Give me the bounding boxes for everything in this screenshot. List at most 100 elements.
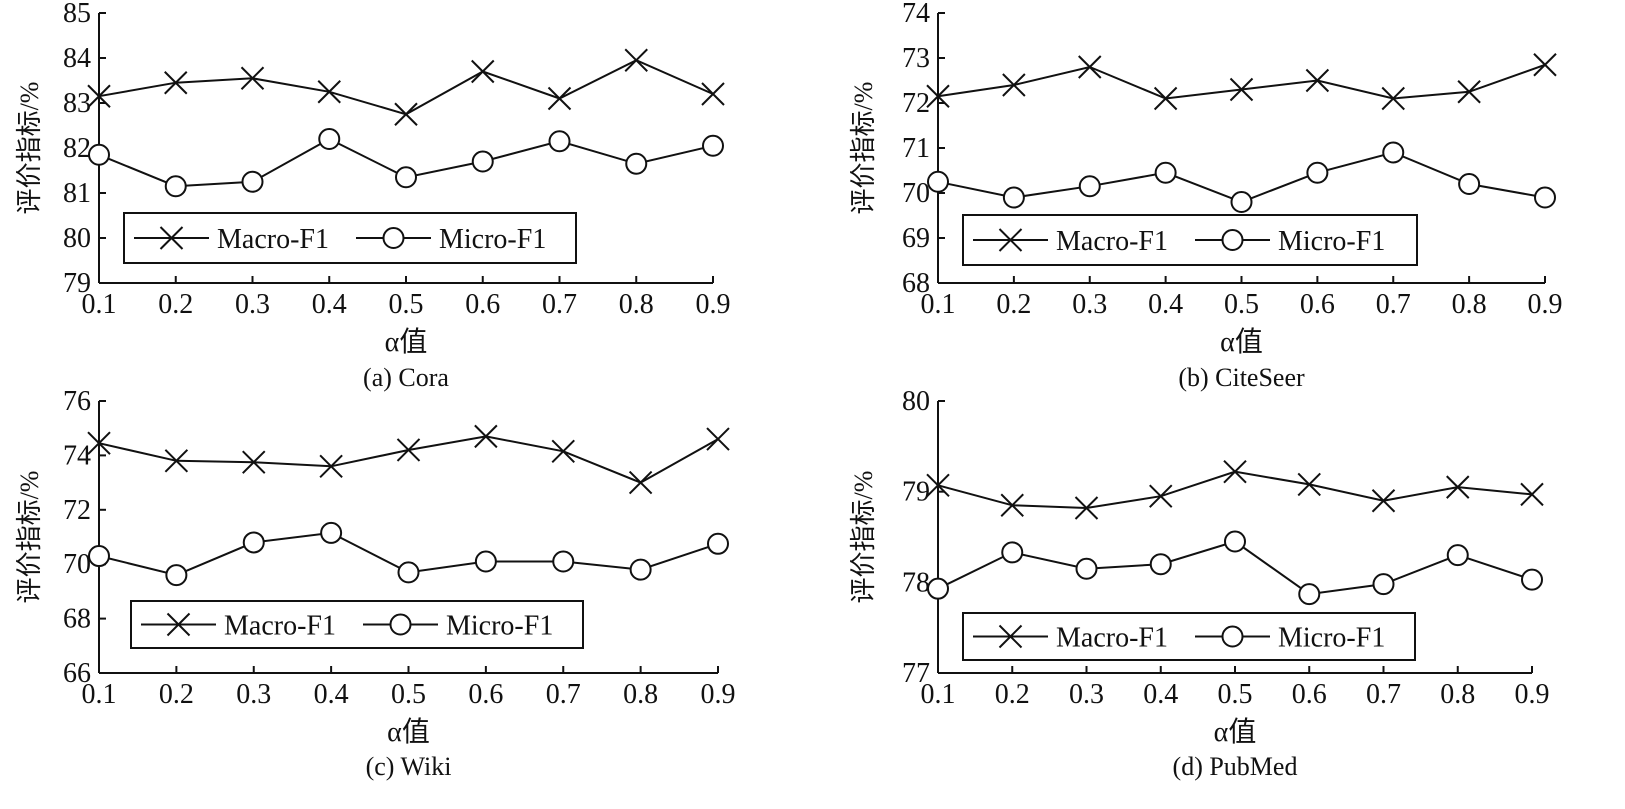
data-point-x-marker — [1305, 68, 1330, 93]
x-tick-label: 0.4 — [1148, 289, 1183, 320]
series-line — [937, 63, 1546, 100]
y-tick-label: 68 — [902, 268, 930, 299]
data-point-x-marker — [471, 59, 495, 84]
legend-label: Macro-F1 — [1056, 623, 1168, 654]
legend-label: Micro-F1 — [1278, 226, 1385, 257]
series-line — [98, 59, 714, 116]
data-point-o-marker — [1534, 186, 1556, 209]
legend-x-marker — [998, 228, 1023, 252]
data-point-x-marker — [701, 82, 725, 106]
data-point-o-marker — [927, 577, 949, 600]
data-point-x-marker — [242, 450, 266, 474]
x-tick-label: 0.6 — [468, 679, 503, 710]
y-tick-label: 82 — [63, 133, 91, 164]
data-point-x-marker — [926, 84, 950, 108]
data-point-o-marker — [629, 558, 652, 581]
data-point-x-marker — [474, 424, 498, 449]
chart-cora: 79 80 81 82 83 84 85 0.1 0.2 0.3 0.4 0.5 0.6 0.7 0.8 0.… — [15, 0, 731, 392]
data-point-o-marker — [88, 143, 110, 166]
data-point-o-marker — [474, 550, 497, 573]
data-point-x-marker — [1074, 496, 1099, 520]
series-micro-f1 — [88, 128, 724, 198]
y-tick-label: 66 — [63, 658, 91, 689]
data-point-x-marker — [164, 71, 188, 95]
data-point-o-marker — [318, 128, 341, 150]
chart-pubmed: 77 78 79 80 0.1 0.2 0.3 0.4 0.5 0.6 0.7 0.8 0.9 评价指标/… — [849, 386, 1550, 781]
data-point-o-marker — [548, 130, 571, 153]
y-axis-label: 评价指标/% — [15, 82, 44, 215]
data-point-x-marker — [394, 102, 418, 126]
data-point-o-marker — [1372, 573, 1395, 596]
y-tick-label: 84 — [63, 43, 91, 74]
x-tick-label: 0.4 — [314, 679, 349, 710]
x-tick-label: 0.9 — [1528, 289, 1563, 320]
data-point-x-marker — [1002, 73, 1026, 97]
x-tick-label: 0.3 — [1072, 289, 1107, 320]
legend-label: Micro-F1 — [1278, 623, 1385, 654]
legend: Macro-F1 Micro-F1 — [130, 600, 584, 649]
series-line — [937, 470, 1533, 510]
series-line — [98, 435, 719, 484]
y-tick-label: 69 — [902, 223, 930, 254]
data-point-x-marker — [1297, 472, 1321, 497]
x-tick-label: 0.9 — [1515, 679, 1550, 710]
x-tick-label: 0.7 — [1366, 679, 1401, 710]
data-point-o-marker — [1521, 568, 1543, 591]
x-tick-label: 0.8 — [1440, 679, 1475, 710]
x-tick-label: 0.8 — [619, 289, 654, 320]
data-point-x-marker — [624, 48, 648, 72]
x-tick-label: 0.6 — [1300, 289, 1335, 320]
data-point-x-marker — [164, 449, 189, 473]
x-tick-label: 0.5 — [1224, 289, 1259, 320]
x-tick-label: 0.7 — [542, 289, 577, 320]
chart-wiki: 66 68 70 72 74 76 0.1 0.2 0.3 0.4 0.5 0.6 0.7 0.8 0.9 评… — [15, 386, 736, 781]
legend-o-marker — [1221, 229, 1244, 251]
data-point-o-marker — [552, 550, 575, 573]
data-point-o-marker — [927, 170, 949, 193]
legend-label: Micro-F1 — [446, 611, 553, 642]
data-point-o-marker — [1306, 161, 1329, 184]
legend-label: Micro-F1 — [439, 224, 546, 255]
y-axis-label: 评价指标/% — [849, 82, 878, 215]
data-point-o-marker — [165, 564, 188, 587]
x-tick-label: 0.8 — [623, 679, 658, 710]
x-tick-label: 0.1 — [921, 289, 956, 320]
x-axis-label: α值 — [1220, 326, 1263, 358]
data-point-x-marker — [1446, 475, 1470, 499]
chart-caption: (a) Cora — [363, 363, 449, 392]
data-point-x-marker — [706, 427, 730, 451]
legend-label: Macro-F1 — [217, 224, 329, 255]
data-point-o-marker — [88, 545, 110, 568]
data-point-x-marker — [926, 473, 950, 498]
legend: Macro-F1 Micro-F1 — [962, 612, 1416, 661]
x-tick-label: 0.5 — [1218, 679, 1253, 710]
y-tick-label: 79 — [63, 268, 91, 299]
data-point-o-marker — [1224, 530, 1246, 553]
data-point-x-marker — [1000, 493, 1024, 517]
x-tick-label: 0.9 — [701, 679, 736, 710]
series-macro-f1 — [87, 424, 730, 495]
x-tick-label: 0.3 — [236, 679, 271, 710]
y-tick-label: 71 — [902, 133, 930, 164]
legend-label: Macro-F1 — [1056, 226, 1168, 257]
data-point-o-marker — [397, 561, 420, 584]
data-point-o-marker — [625, 152, 648, 175]
x-tick-label: 0.8 — [1452, 289, 1487, 320]
legend-x-marker — [998, 624, 1023, 649]
data-point-o-marker — [1298, 583, 1321, 606]
chart-caption: (c) Wiki — [366, 752, 452, 781]
x-tick-label: 0.7 — [1376, 289, 1411, 320]
y-tick-label: 80 — [63, 223, 91, 254]
data-point-x-marker — [628, 470, 653, 495]
data-point-x-marker — [1381, 86, 1405, 111]
data-point-x-marker — [1533, 53, 1557, 77]
x-tick-label: 0.4 — [1143, 679, 1178, 710]
x-tick-label: 0.3 — [235, 289, 270, 320]
legend-o-marker — [1221, 625, 1244, 648]
data-point-o-marker — [1075, 557, 1098, 580]
data-point-o-marker — [1230, 191, 1253, 213]
data-point-x-marker — [317, 80, 341, 104]
y-tick-label: 70 — [902, 178, 930, 209]
data-point-o-marker — [320, 521, 343, 544]
y-tick-label: 72 — [63, 495, 91, 526]
